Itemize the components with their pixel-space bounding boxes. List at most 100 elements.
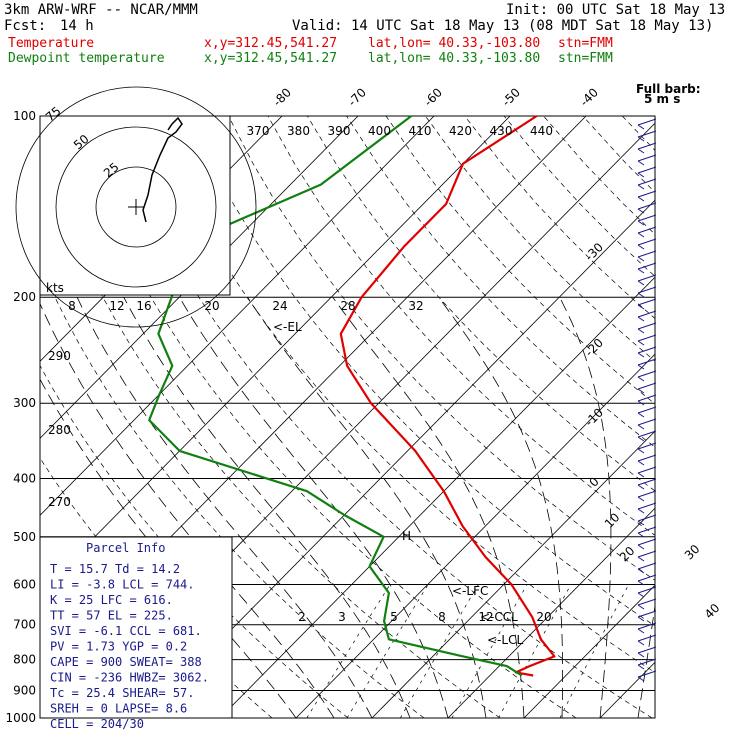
wind-barb: [637, 574, 657, 586]
wind-barb: [637, 538, 657, 550]
fcst-value: 14 h: [60, 18, 94, 34]
scale-label: 12: [109, 299, 124, 313]
theta-label: 370: [247, 124, 270, 138]
init-time: Init: 00 UTC Sat 18 May 13: [506, 2, 726, 18]
plot-frame: [39, 115, 656, 719]
isotherm-label: -40: [577, 85, 601, 109]
model-title: 3km ARW-WRF -- NCAR/MMM: [4, 2, 198, 18]
moist-adiabat: [179, 296, 449, 718]
wind-barb: [637, 226, 657, 238]
theta-label: 410: [409, 124, 432, 138]
moist-adiabat: [438, 296, 563, 718]
wind-barb: [637, 250, 657, 262]
moist-adiabat: [247, 296, 487, 718]
scale-label: 24: [272, 299, 287, 313]
left-label: 270: [48, 495, 71, 509]
wind-barb: [637, 598, 657, 610]
theta-label: 440: [530, 124, 553, 138]
wind-barb: [637, 502, 657, 514]
legend-temperature-stn: stn=FMM: [558, 36, 613, 51]
mixing-ratio-label: 8: [438, 610, 446, 624]
parcel-info-row: LI = -3.8 LCL = 744.: [50, 578, 195, 592]
isotherm-label: -80: [270, 85, 294, 109]
parcel-info-row: CAPE = 900 SWEAT= 388: [50, 655, 202, 669]
wind-barb: [637, 202, 657, 214]
parcel-info-title: Parcel Info: [86, 541, 165, 555]
wind-barb: [637, 178, 657, 190]
isotherm: [219, 276, 655, 718]
dry-adiabat: [149, 116, 655, 673]
wind-barb: [637, 238, 657, 250]
hodograph-ring: [15, 86, 257, 328]
legend-dewpoint-xy: x,y=312.45,541.27: [204, 51, 338, 66]
theta-label: 420: [449, 124, 472, 138]
dry-adiabat: [701, 116, 740, 718]
legend-temperature-latlon: lat,lon= 40.33,-103.80: [368, 36, 541, 51]
wind-barb: [637, 334, 657, 346]
wind-barb: [637, 586, 657, 598]
pressure-label-500: 500: [13, 530, 36, 544]
scale-label: 32: [408, 299, 423, 313]
scale-label: 8: [68, 299, 76, 313]
dry-adiabat: [621, 116, 655, 151]
wind-barb: [637, 406, 657, 418]
annotation: H: [402, 529, 411, 543]
dry-adiabat: [385, 116, 655, 405]
legend-temperature-xy: x,y=312.45,541.27: [204, 36, 338, 51]
wind-barb: [637, 118, 657, 130]
mixing-ratio-line: [498, 584, 572, 718]
hodograph-ring: [95, 166, 177, 248]
pressure-label-1000: 1000: [5, 711, 36, 725]
wind-barb: [637, 442, 657, 454]
wind-barb: [637, 658, 657, 670]
dry-adiabat: [228, 116, 655, 581]
isotherm: [676, 116, 740, 718]
isotherm: [599, 661, 655, 718]
wind-barb: [637, 166, 657, 178]
wind-barb: [637, 418, 657, 430]
scale-label: 16: [136, 299, 151, 313]
isotherm-label: 10: [602, 510, 623, 531]
wind-barb: [637, 322, 657, 334]
mixing-ratio-line: [399, 584, 479, 718]
wind-barb: [637, 274, 657, 286]
isotherm: [40, 116, 511, 593]
wind-barb: [637, 466, 657, 478]
pressure-label-200: 200: [13, 290, 36, 304]
isotherm: [371, 430, 655, 718]
legend-dewpoint-name: Dewpoint temperature: [8, 51, 165, 66]
wind-barb: [637, 622, 657, 634]
isotherm: [295, 353, 655, 718]
wind-barb: [637, 610, 657, 622]
annotation: <-LFC: [452, 584, 488, 598]
wind-barb: [637, 394, 657, 406]
wind-barb: [637, 142, 657, 154]
dry-adiabat: [307, 116, 655, 492]
isotherm-label: -30: [582, 240, 606, 264]
scale-label: 20: [204, 299, 219, 313]
wind-barb: [637, 130, 657, 142]
wind-barb: [637, 154, 657, 166]
mixing-ratio-label: 3: [338, 610, 346, 624]
parcel-info-row: SREH = 0 LAPSE= 8.6: [50, 702, 187, 716]
dry-adiabat: [582, 116, 655, 193]
valid-time: Valid: 14 UTC Sat 18 May 13 (08 MDT Sat …: [292, 18, 714, 34]
isotherm: [523, 584, 655, 718]
parcel-info-row: TT = 57 EL = 225.: [50, 609, 173, 623]
wind-barb: [637, 550, 657, 562]
dry-adiabat: [40, 263, 425, 718]
moist-adiabat: [123, 297, 411, 718]
isotherm-label: -20: [582, 336, 606, 360]
isotherm-label: 20: [617, 544, 638, 565]
hodograph-center: [128, 199, 144, 215]
dry-adiabat: [70, 116, 577, 718]
fcst-label: Fcst:: [4, 18, 47, 34]
annotation: <-EL: [273, 320, 302, 334]
hodograph-trace: [142, 116, 183, 223]
isotherm: [143, 199, 655, 718]
wind-barb: [637, 214, 657, 226]
left-label: 280: [48, 423, 71, 437]
isotherm-label: -50: [499, 85, 523, 109]
legend-dewpoint-stn: stn=FMM: [558, 51, 613, 66]
dry-adiabat: [346, 116, 655, 448]
